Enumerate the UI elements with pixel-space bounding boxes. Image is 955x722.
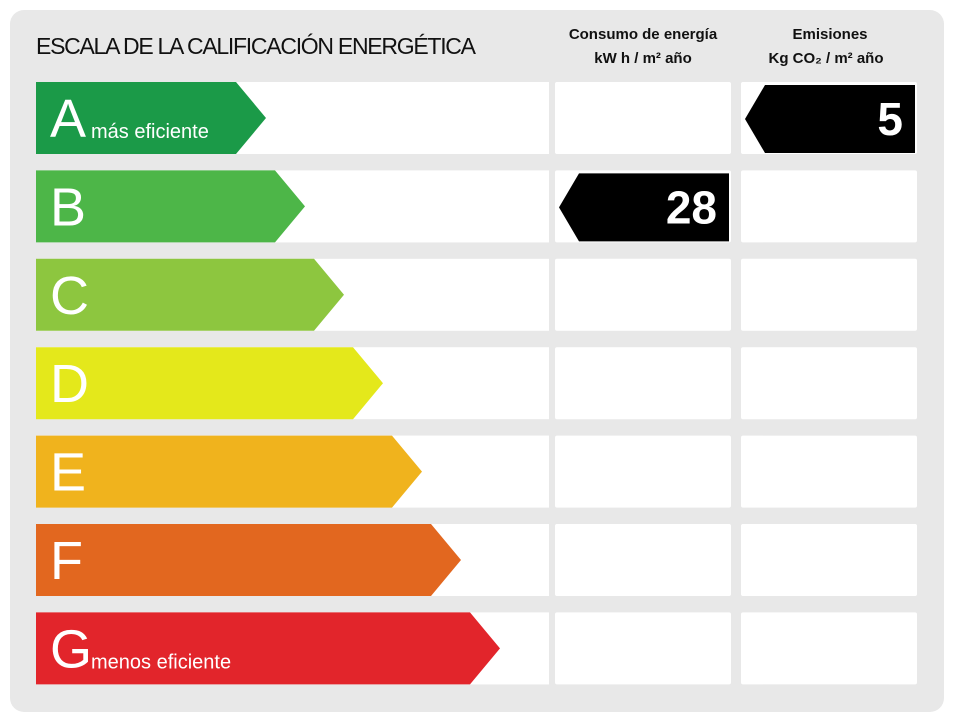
label-title: ESCALA DE LA CALIFICACIÓN ENERGÉTICA: [36, 33, 477, 59]
grade-letter: A: [50, 89, 86, 149]
column-title: Emisiones: [792, 26, 867, 43]
column-unit: kW h / m² año: [594, 50, 692, 67]
cell: [555, 347, 731, 420]
grade-letter: C: [50, 266, 89, 326]
grade-arrow: [36, 435, 422, 508]
rating-value: 5: [877, 93, 903, 145]
column-unit: Kg CO₂ / m² año: [769, 50, 884, 67]
grade-letter: G: [50, 619, 92, 679]
grade-letter: F: [50, 531, 83, 591]
grade-arrow: [36, 524, 461, 596]
cell: [741, 612, 917, 685]
grade-arrow: [36, 170, 305, 243]
cell: [555, 258, 731, 331]
grade-letter: D: [50, 354, 89, 414]
cell: [741, 524, 917, 596]
cell: [741, 170, 917, 243]
grade-note: menos eficiente: [91, 651, 231, 673]
rating-arrow: [745, 85, 915, 153]
cell: [741, 435, 917, 508]
cell: [741, 347, 917, 420]
grade-arrow: [36, 612, 500, 685]
grade-letter: B: [50, 177, 86, 237]
rating-arrow: [559, 173, 729, 242]
grade-arrow: [36, 347, 383, 420]
grade-arrow: [36, 82, 266, 154]
rating-value: 28: [666, 181, 717, 233]
cell: [741, 258, 917, 331]
cell: [555, 82, 731, 154]
grade-letter: E: [50, 443, 86, 503]
cell: [555, 612, 731, 685]
column-title: Consumo de energía: [569, 26, 718, 43]
grade-arrow: [36, 258, 344, 331]
cell: [555, 524, 731, 596]
grade-note: más eficiente: [91, 121, 209, 143]
cell: [555, 435, 731, 508]
